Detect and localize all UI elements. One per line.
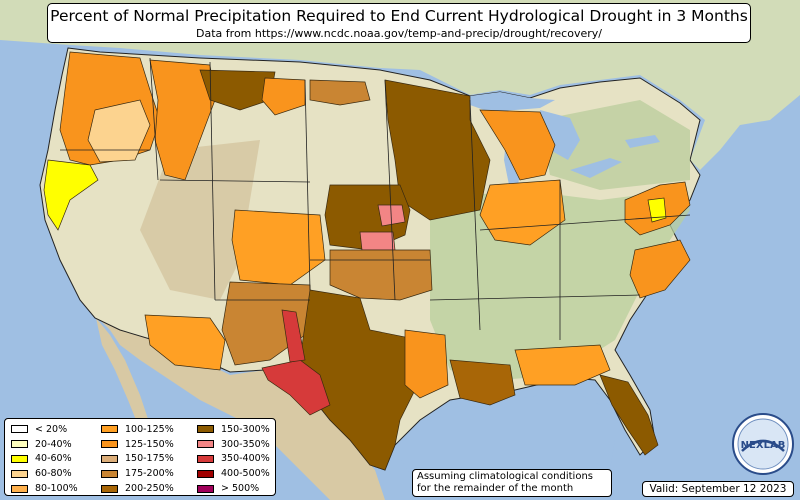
legend-item: 175-200% bbox=[101, 466, 174, 481]
legend-swatch bbox=[101, 469, 118, 478]
region-north-dakota bbox=[309, 79, 371, 106]
terrain-great-lakes bbox=[540, 100, 690, 190]
region-oklahoma bbox=[329, 249, 433, 301]
region-montana-east bbox=[199, 69, 276, 111]
legend-swatch bbox=[11, 484, 28, 493]
logo-text: NEXLAB bbox=[741, 440, 786, 451]
mexico-land bbox=[95, 315, 385, 500]
region-arizona-south bbox=[144, 314, 226, 371]
legend-item: 400-500% bbox=[197, 466, 270, 481]
region-oregon-interior bbox=[87, 99, 151, 163]
legend-swatch bbox=[11, 454, 28, 463]
region-carolinas bbox=[629, 239, 691, 299]
region-michigan bbox=[479, 109, 556, 181]
legend-swatch bbox=[197, 469, 214, 478]
legend-swatch bbox=[197, 440, 214, 449]
legend-item: 40-60% bbox=[11, 452, 78, 467]
state-borders bbox=[60, 57, 691, 340]
lake-ontario bbox=[625, 135, 660, 148]
assumption-note: Assuming climatological conditions for t… bbox=[412, 469, 612, 497]
baja-peninsula bbox=[96, 318, 150, 430]
legend-swatch bbox=[11, 440, 28, 449]
region-louisiana bbox=[449, 359, 516, 406]
legend-swatch bbox=[197, 484, 214, 493]
title-box: Percent of Normal Precipitation Required… bbox=[47, 3, 751, 43]
region-kansas-pink bbox=[359, 231, 396, 251]
region-new-mexico-red bbox=[281, 309, 306, 363]
legend-item: 100-125% bbox=[101, 422, 174, 437]
region-east-texas bbox=[404, 329, 449, 399]
region-montana-orange bbox=[261, 77, 306, 116]
legend-swatch bbox=[101, 454, 118, 463]
nexlab-logo: NEXLAB bbox=[732, 413, 794, 475]
region-delmarva bbox=[647, 197, 667, 223]
legend-swatch bbox=[11, 425, 28, 434]
legend-item: 150-175% bbox=[101, 452, 174, 467]
region-northern-california bbox=[43, 159, 99, 231]
valid-date: Valid: September 12 2023 bbox=[649, 483, 787, 495]
legend-item: 350-400% bbox=[197, 452, 270, 467]
lake-superior bbox=[470, 92, 555, 112]
legend-swatch bbox=[101, 425, 118, 434]
region-gulf-coast bbox=[514, 344, 611, 386]
legend: < 20% 20-40% 40-60% 60-80% 80-100% 100-1… bbox=[4, 418, 276, 496]
legend-item: 125-150% bbox=[101, 437, 174, 452]
legend-column-1: < 20% 20-40% 40-60% 60-80% 80-100% bbox=[11, 422, 78, 496]
legend-item: 150-300% bbox=[197, 422, 270, 437]
map-title: Percent of Normal Precipitation Required… bbox=[50, 7, 748, 25]
legend-item: 200-250% bbox=[101, 481, 174, 496]
note-line-1: Assuming climatological conditions bbox=[417, 471, 593, 482]
note-line-2: for the remainder of the month bbox=[417, 483, 574, 494]
legend-swatch bbox=[197, 425, 214, 434]
legend-swatch bbox=[101, 484, 118, 493]
region-big-bend bbox=[261, 359, 331, 416]
legend-swatch bbox=[11, 469, 28, 478]
legend-item: 300-350% bbox=[197, 437, 270, 452]
legend-item: > 500% bbox=[197, 481, 270, 496]
valid-date-box: Valid: September 12 2023 bbox=[642, 481, 794, 497]
legend-item: < 20% bbox=[11, 422, 78, 437]
lake-erie bbox=[570, 158, 622, 178]
map-subtitle: Data from https://www.ncdc.noaa.gov/temp… bbox=[196, 27, 602, 40]
legend-column-3: 150-300% 300-350% 350-400% 400-500% > 50… bbox=[197, 422, 270, 496]
legend-item: 20-40% bbox=[11, 437, 78, 452]
legend-item: 60-80% bbox=[11, 466, 78, 481]
gulf-of-mexico bbox=[395, 392, 615, 490]
legend-column-2: 100-125% 125-150% 150-175% 175-200% 200-… bbox=[101, 422, 174, 496]
region-florida bbox=[599, 374, 659, 456]
legend-swatch bbox=[101, 440, 118, 449]
legend-swatch bbox=[197, 454, 214, 463]
legend-item: 80-100% bbox=[11, 481, 78, 496]
